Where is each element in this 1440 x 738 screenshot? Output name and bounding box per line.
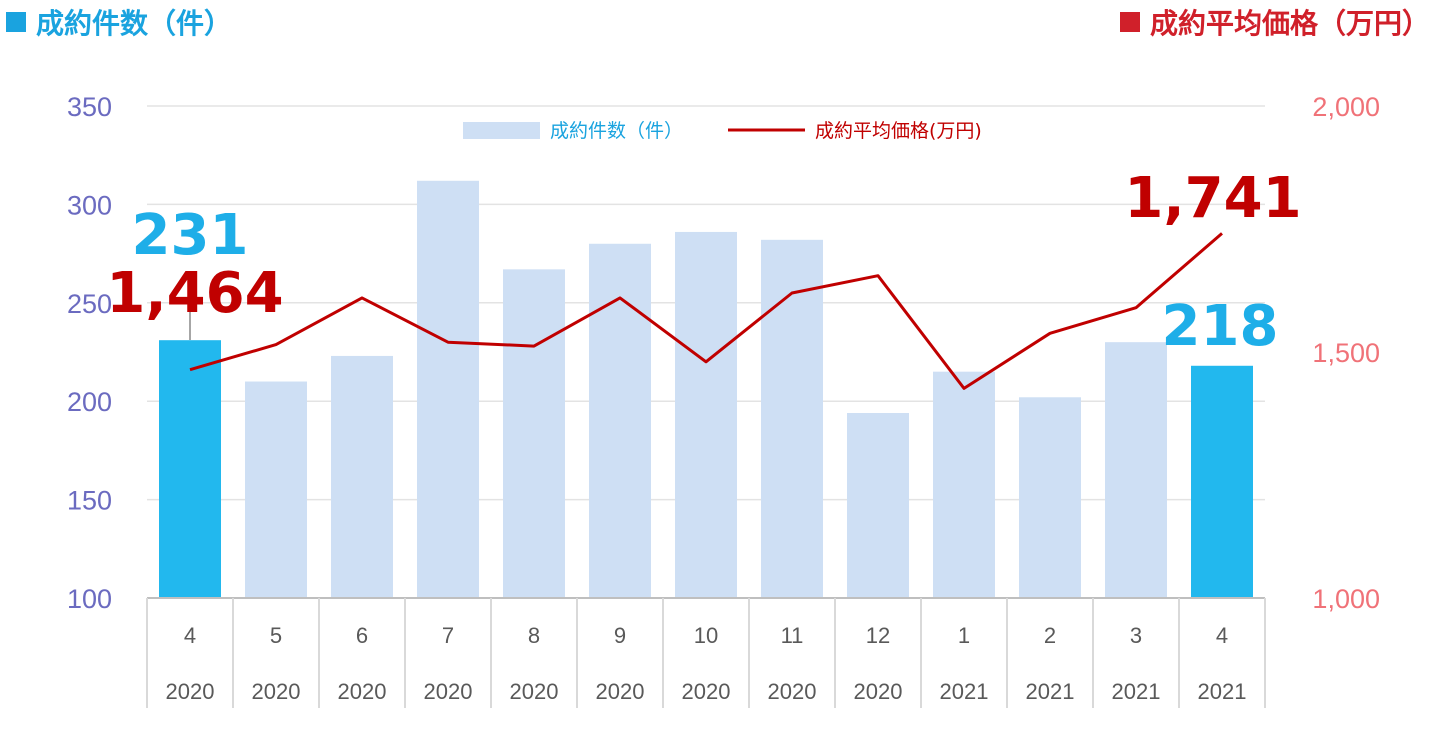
- category-year: 2020: [510, 679, 559, 704]
- category-year: 2021: [1026, 679, 1075, 704]
- bar: [933, 371, 995, 598]
- legend-bar-swatch: [463, 122, 540, 139]
- category-month: 5: [270, 623, 282, 648]
- bar: [675, 231, 737, 598]
- right-tick-label: 2,000: [1312, 92, 1380, 122]
- category-year: 2020: [252, 679, 301, 704]
- legend-line-label: 成約平均価格(万円): [815, 120, 982, 142]
- bar: [417, 180, 479, 598]
- category-month: 11: [781, 623, 804, 648]
- category-year: 2020: [768, 679, 817, 704]
- category-year: 2021: [940, 679, 989, 704]
- legend-bar-label: 成約件数（件）: [550, 120, 683, 142]
- bar: [503, 269, 565, 598]
- callout-last-count: 218: [1162, 294, 1279, 359]
- price-series-line: [189, 232, 1223, 390]
- left-tick-label: 250: [67, 289, 112, 319]
- category-month: 1: [958, 623, 970, 648]
- category-month: 12: [866, 623, 890, 648]
- left-tick-label: 200: [67, 387, 112, 417]
- bar: [331, 355, 393, 598]
- category-month: 8: [528, 623, 540, 648]
- bar: [589, 243, 651, 598]
- category-month: 3: [1130, 623, 1142, 648]
- left-axis-title: 成約件数（件）: [6, 2, 232, 42]
- right-tick-label: 1,000: [1312, 584, 1380, 614]
- category-year: 2020: [682, 679, 731, 704]
- right-axis: 1,000 1,500 2,000: [1312, 92, 1380, 614]
- bar: [245, 381, 307, 598]
- category-month: 4: [184, 623, 196, 648]
- bar: [847, 413, 909, 598]
- category-year: 2020: [338, 679, 387, 704]
- left-axis-title-text: 成約件数（件）: [36, 7, 233, 40]
- bars: [159, 180, 1253, 598]
- category-month: 4: [1216, 623, 1228, 648]
- bar: [1191, 365, 1253, 598]
- legend: 成約件数（件） 成約平均価格(万円): [463, 120, 982, 142]
- category-year: 2021: [1112, 679, 1161, 704]
- category-month: 10: [694, 623, 718, 648]
- price-line: [189, 232, 1223, 390]
- category-month: 6: [356, 623, 368, 648]
- right-axis-title: 成約平均価格（万円）: [1119, 2, 1430, 42]
- left-tick-label: 350: [67, 92, 112, 122]
- category-year: 2020: [854, 679, 903, 704]
- callout-last-price: 1,741: [1124, 166, 1301, 231]
- category-year: 2020: [596, 679, 645, 704]
- bar: [761, 239, 823, 598]
- category-axis: 4 2020 5 2020 6 2020 7 2020 8 2020 9 2020 10 2020 11 20…: [146, 597, 1266, 708]
- category-year: 2020: [424, 679, 473, 704]
- blue-square-icon: [6, 12, 26, 32]
- right-axis-title-text: 成約平均価格（万円）: [1149, 7, 1430, 40]
- bar: [1105, 342, 1167, 598]
- left-tick-label: 100: [67, 584, 112, 614]
- right-tick-label: 1,500: [1312, 338, 1380, 368]
- bar: [1019, 397, 1081, 598]
- category-month: 2: [1044, 623, 1056, 648]
- category-month: 7: [442, 623, 454, 648]
- category-year: 2021: [1198, 679, 1247, 704]
- red-square-icon: [1119, 12, 1140, 32]
- bar: [159, 340, 221, 598]
- callout-first-count: 231: [132, 203, 249, 268]
- left-tick-label: 150: [67, 486, 112, 516]
- left-tick-label: 300: [67, 190, 112, 220]
- callout-first-price: 1,464: [106, 261, 283, 326]
- left-axis: 100 150 200 250 300 350: [67, 92, 112, 614]
- category-year: 2020: [166, 679, 215, 704]
- category-month: 9: [614, 623, 626, 648]
